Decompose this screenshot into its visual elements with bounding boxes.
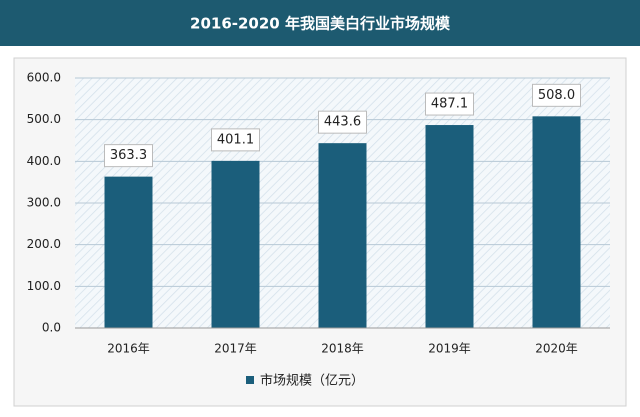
bar [104, 176, 153, 328]
value-label-box [211, 128, 260, 152]
bar [532, 116, 581, 328]
title-bar [0, 0, 640, 46]
value-label: 443.6 [324, 115, 361, 130]
legend-swatch [246, 376, 254, 384]
y-tick-label: 600.0 [27, 71, 61, 85]
y-tick-label: 200.0 [27, 237, 61, 251]
x-tick-label: 2020年 [535, 342, 578, 356]
x-tick-label: 2017年 [214, 342, 257, 356]
value-label: 508.0 [538, 88, 575, 103]
value-label-box [318, 110, 367, 134]
y-tick-label: 100.0 [27, 279, 61, 293]
x-tick-label: 2018年 [321, 342, 364, 356]
x-tick-label: 2019年 [428, 342, 471, 356]
x-tick-label: 2016年 [107, 342, 150, 356]
legend-label: 市场规模（亿元） [260, 373, 364, 389]
y-tick-label: 300.0 [27, 196, 61, 210]
bar [318, 143, 367, 328]
value-label-box [425, 92, 474, 116]
value-label-box [532, 83, 581, 107]
bar [425, 125, 474, 329]
value-label-box [104, 144, 153, 168]
y-tick-label: 0.0 [42, 321, 61, 335]
bar [211, 160, 260, 328]
value-label: 363.3 [110, 148, 147, 163]
y-tick-label: 500.0 [27, 112, 61, 126]
value-label: 487.1 [431, 97, 468, 112]
value-label: 401.1 [217, 132, 254, 147]
y-tick-label: 400.0 [27, 154, 61, 168]
chart-title: 2016-2020 年我国美白行业市场规模 [190, 15, 451, 33]
